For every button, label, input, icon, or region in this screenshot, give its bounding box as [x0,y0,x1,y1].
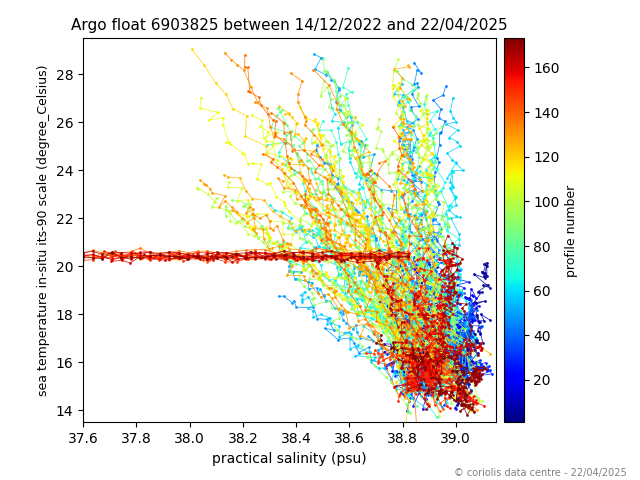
Y-axis label: sea temperature in-situ its-90 scale (degree_Celsius): sea temperature in-situ its-90 scale (de… [37,65,50,396]
Y-axis label: profile number: profile number [566,184,579,276]
Text: © coriolis data centre - 22/04/2025: © coriolis data centre - 22/04/2025 [454,468,627,478]
X-axis label: practical salinity (psu): practical salinity (psu) [212,452,367,466]
Title: Argo float 6903825 between 14/12/2022 and 22/04/2025: Argo float 6903825 between 14/12/2022 an… [71,18,508,33]
